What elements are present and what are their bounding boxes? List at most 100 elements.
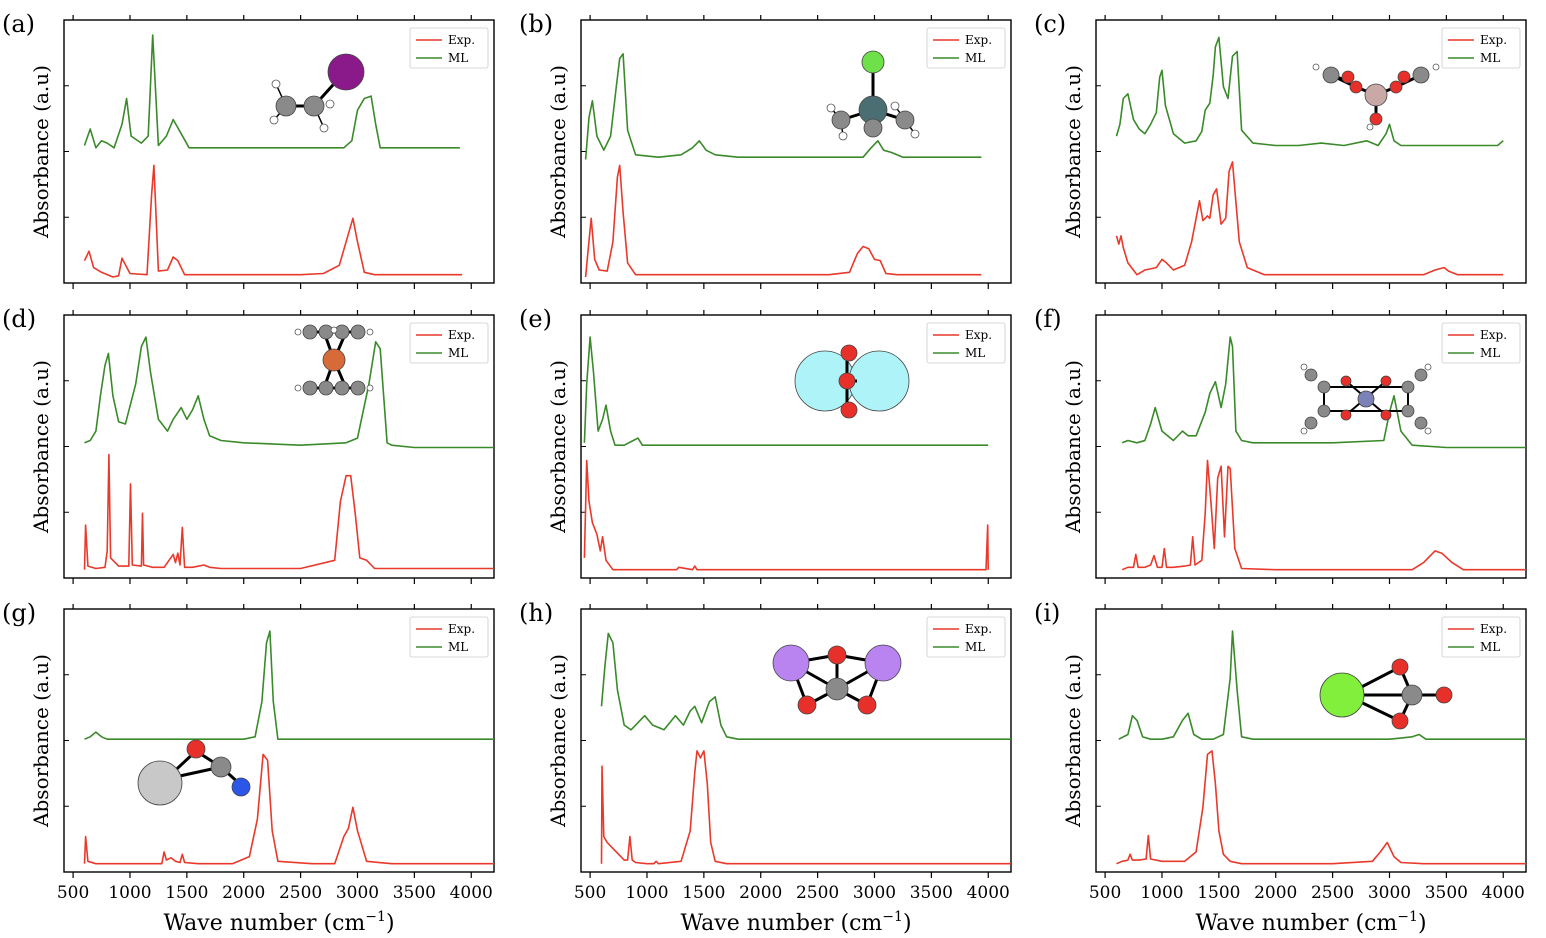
panel-label: (i) bbox=[1034, 599, 1060, 627]
x-tick-label: 1500 bbox=[1197, 883, 1240, 903]
y-axis-label: Absorbance (a.u) bbox=[29, 360, 53, 534]
legend-label: ML bbox=[1480, 51, 1500, 65]
x-tick-label: 500 bbox=[574, 883, 606, 903]
legend-label: Exp. bbox=[448, 33, 475, 47]
panel-c: (c) Absorbance (a.u) Exp. ML bbox=[1034, 10, 1527, 289]
molecule-cyanate-icon bbox=[137, 739, 251, 806]
legend-label: ML bbox=[1480, 640, 1500, 654]
legend-label: Exp. bbox=[1480, 328, 1507, 342]
panel-label: (b) bbox=[519, 10, 553, 38]
series-line-ml bbox=[84, 336, 494, 449]
y-axis-label: Absorbance (a.u) bbox=[1061, 65, 1085, 239]
panel-g: (g) Absorbance (a.u) 500 1000 1500 2000 2500 30… bbox=[2, 599, 495, 936]
x-axis-label: Wave number (cm−1) bbox=[680, 909, 911, 936]
x-tick-label: 500 bbox=[57, 883, 89, 903]
x-axis-label: Wave number (cm−1) bbox=[1195, 909, 1426, 936]
x-tick-label: 2000 bbox=[1254, 883, 1297, 903]
x-tick-label: 3000 bbox=[336, 883, 379, 903]
legend-label: ML bbox=[965, 346, 985, 360]
x-tick-label: 1500 bbox=[165, 883, 208, 903]
y-axis-label: Absorbance (a.u) bbox=[546, 65, 570, 239]
series-line-ml bbox=[600, 632, 1011, 741]
y-axis-label: Absorbance (a.u) bbox=[1061, 360, 1085, 534]
x-tick-label: 3500 bbox=[1425, 883, 1468, 903]
y-axis-label: Absorbance (a.u) bbox=[29, 65, 53, 239]
panel-label: (e) bbox=[519, 305, 552, 333]
series-line-exp bbox=[1115, 161, 1504, 276]
legend-label: Exp. bbox=[448, 328, 475, 342]
x-tick-label: 2500 bbox=[796, 883, 839, 903]
x-tick-label: 2000 bbox=[739, 883, 782, 903]
x-tick-label: 2500 bbox=[1311, 883, 1354, 903]
panel-label: (c) bbox=[1034, 10, 1066, 38]
panel-e: (e) Absorbance (a.u) Exp. ML bbox=[519, 305, 1012, 584]
x-tick-label: 500 bbox=[1089, 883, 1121, 903]
x-tick-label: 3500 bbox=[910, 883, 953, 903]
legend-label: ML bbox=[448, 346, 468, 360]
x-tick-label: 1000 bbox=[625, 883, 668, 903]
panel-h: (h) Absorbance (a.u) 500 1000 1500 2000 2500 30… bbox=[519, 599, 1012, 936]
series-line-exp bbox=[1116, 750, 1526, 865]
molecule-silyl-acetate-icon bbox=[1312, 63, 1440, 131]
series-line-ml bbox=[584, 52, 982, 160]
series-line-ml bbox=[83, 34, 460, 149]
series-line-exp bbox=[583, 459, 989, 571]
panel-label: (a) bbox=[2, 10, 35, 38]
y-axis-label: Absorbance (a.u) bbox=[546, 654, 570, 828]
x-tick-label: 1000 bbox=[1140, 883, 1183, 903]
molecule-tert-butyl-chloride-icon bbox=[826, 50, 920, 141]
series-line-ml bbox=[1115, 36, 1504, 147]
panel-label: (f) bbox=[1034, 305, 1062, 333]
molecule-ethyl-iodide-icon bbox=[269, 53, 365, 133]
panel-label: (g) bbox=[2, 599, 36, 627]
x-tick-label: 1500 bbox=[682, 883, 725, 903]
legend-label: Exp. bbox=[965, 622, 992, 636]
legend-label: Exp. bbox=[448, 622, 475, 636]
series-line-exp bbox=[83, 453, 494, 570]
series-line-exp bbox=[584, 164, 982, 278]
series-line-exp bbox=[83, 164, 463, 278]
molecule-acetylacetonate-icon bbox=[1300, 363, 1432, 435]
x-tick-label: 2000 bbox=[222, 883, 265, 903]
series-line-exp bbox=[83, 753, 494, 865]
x-tick-label: 1000 bbox=[108, 883, 151, 903]
panel-a: (a) Absorbance (a.u) Exp. ML bbox=[2, 10, 495, 289]
series-line-exp bbox=[600, 750, 1011, 865]
x-tick-label: 3000 bbox=[853, 883, 896, 903]
series-line-ml bbox=[84, 630, 494, 741]
x-tick-label: 3500 bbox=[393, 883, 436, 903]
legend-label: ML bbox=[448, 640, 468, 654]
legend-label: Exp. bbox=[965, 328, 992, 342]
molecule-ozonide-icon bbox=[794, 344, 910, 419]
panel-i: (i) Absorbance (a.u) 500 1000 1500 2000 2500 30… bbox=[1034, 599, 1527, 936]
legend-label: Exp. bbox=[1480, 622, 1507, 636]
series-line-ml bbox=[1121, 336, 1526, 449]
y-axis-label: Absorbance (a.u) bbox=[1061, 654, 1085, 828]
series-line-ml bbox=[1118, 630, 1526, 741]
molecule-carbonate-ion-icon bbox=[1319, 658, 1453, 730]
panel-label: (h) bbox=[519, 599, 553, 627]
x-tick-label: 4000 bbox=[1482, 883, 1525, 903]
series-line-exp bbox=[1121, 459, 1526, 571]
y-axis-label: Absorbance (a.u) bbox=[546, 360, 570, 534]
molecule-carbonate-salt-icon bbox=[772, 644, 902, 715]
legend-label: ML bbox=[965, 51, 985, 65]
series-line-ml bbox=[583, 336, 989, 447]
x-axis-label: Wave number (cm−1) bbox=[163, 909, 394, 936]
legend-label: ML bbox=[448, 51, 468, 65]
x-tick-label: 2500 bbox=[279, 883, 322, 903]
x-tick-label: 3000 bbox=[1368, 883, 1411, 903]
legend-label: ML bbox=[1480, 346, 1500, 360]
panel-f: (f) Absorbance (a.u) Exp. ML bbox=[1034, 305, 1527, 584]
molecule-ferrocene-icon bbox=[294, 324, 374, 396]
legend-label: ML bbox=[965, 640, 985, 654]
panel-d: (d) Absorbance (a.u) Exp. ML bbox=[2, 305, 495, 584]
panel-label: (d) bbox=[2, 305, 36, 333]
y-axis-label: Absorbance (a.u) bbox=[29, 654, 53, 828]
legend-label: Exp. bbox=[1480, 33, 1507, 47]
x-tick-label: 4000 bbox=[450, 883, 493, 903]
x-tick-label: 4000 bbox=[967, 883, 1010, 903]
panel-b: (b) Absorbance (a.u) Exp. ML bbox=[519, 10, 1012, 289]
legend-label: Exp. bbox=[965, 33, 992, 47]
